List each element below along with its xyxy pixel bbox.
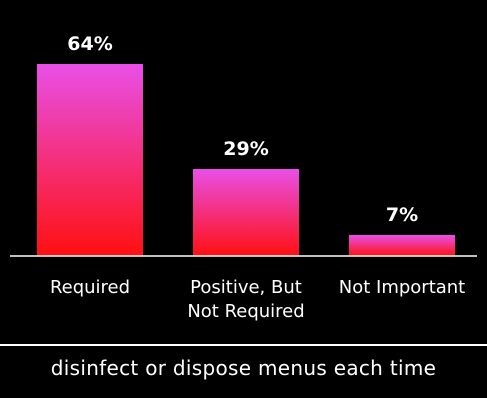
value-labels-group: 64% 29% 7%: [67, 33, 418, 226]
chart-caption: disinfect or dispose menus each time: [50, 356, 437, 380]
value-label-0: 64%: [67, 33, 112, 55]
category-label-0: Required: [49, 277, 131, 298]
bar-0: [37, 64, 143, 256]
category-label-2: Not Important: [338, 277, 466, 298]
category-label-1: Positive, But Not Required: [187, 277, 305, 322]
bar-2: [349, 235, 455, 256]
bar-1: [193, 169, 299, 256]
bars-group: [37, 64, 455, 256]
divider: [0, 344, 487, 346]
bar-chart: 64% 29% 7%: [10, 33, 477, 257]
value-label-2: 7%: [386, 204, 418, 226]
value-label-1: 29%: [223, 138, 268, 160]
